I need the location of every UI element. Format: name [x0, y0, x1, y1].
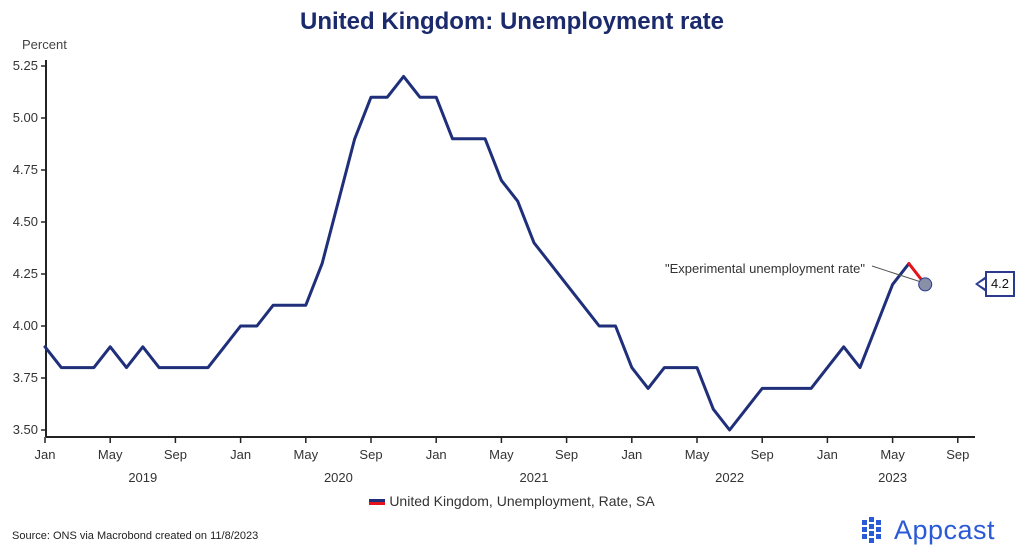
y-tick-label: 4.50: [13, 214, 38, 229]
year-label: 2020: [324, 470, 353, 485]
source-note: Source: ONS via Macrobond created on 11/…: [12, 530, 259, 542]
x-tick-label: Sep: [751, 447, 774, 462]
x-tick-label: Jan: [230, 447, 251, 462]
annotation-leader: [871, 265, 920, 282]
y-tick-label: 3.50: [13, 422, 38, 437]
x-tick-label: May: [489, 447, 514, 462]
x-tick-label: Jan: [621, 447, 642, 462]
brand-name: Appcast: [894, 514, 996, 545]
legend: United Kingdom, Unemployment, Rate, SA: [0, 493, 1024, 509]
year-label: 2021: [520, 470, 549, 485]
year-label: 2023: [878, 470, 907, 485]
x-tick-label: Sep: [946, 447, 969, 462]
callout-arrow-inner: [978, 279, 986, 289]
legend-swatch-icon: [369, 499, 386, 506]
x-tick-label: May: [880, 447, 905, 462]
latest-value-callout: 4.2: [985, 271, 1015, 297]
series-line-unemployment: [43, 74, 911, 432]
x-tick-label: May: [294, 447, 319, 462]
x-tick-label: Jan: [817, 447, 838, 462]
y-tick-label: 4.75: [13, 162, 38, 177]
year-label: 2019: [128, 470, 157, 485]
chart-title: United Kingdom: Unemployment rate: [299, 8, 725, 35]
x-tick-label: Jan: [426, 447, 447, 462]
x-tick-label: Sep: [359, 447, 382, 462]
brand-logo: Appcast: [862, 512, 995, 548]
x-tick-label: Sep: [164, 447, 187, 462]
x-tick-label: Jan: [35, 447, 56, 462]
y-tick-label: 5.25: [13, 58, 38, 73]
x-tick-label: Sep: [555, 447, 578, 462]
y-tick-label: 3.75: [13, 370, 38, 385]
year-label: 2022: [715, 470, 744, 485]
y-tick-label: 4.00: [13, 318, 38, 333]
latest-point-marker: [918, 277, 933, 292]
x-tick-label: May: [98, 447, 123, 462]
y-axis-label: Percent: [22, 37, 67, 52]
appcast-logo-icon: [862, 517, 888, 543]
y-tick-label: 5.00: [13, 110, 38, 125]
y-tick-label: 4.25: [13, 266, 38, 281]
x-tick-label: May: [685, 447, 710, 462]
experimental-rate-annotation: "Experimental unemployment rate": [665, 261, 865, 276]
legend-label: United Kingdom, Unemployment, Rate, SA: [389, 493, 655, 509]
